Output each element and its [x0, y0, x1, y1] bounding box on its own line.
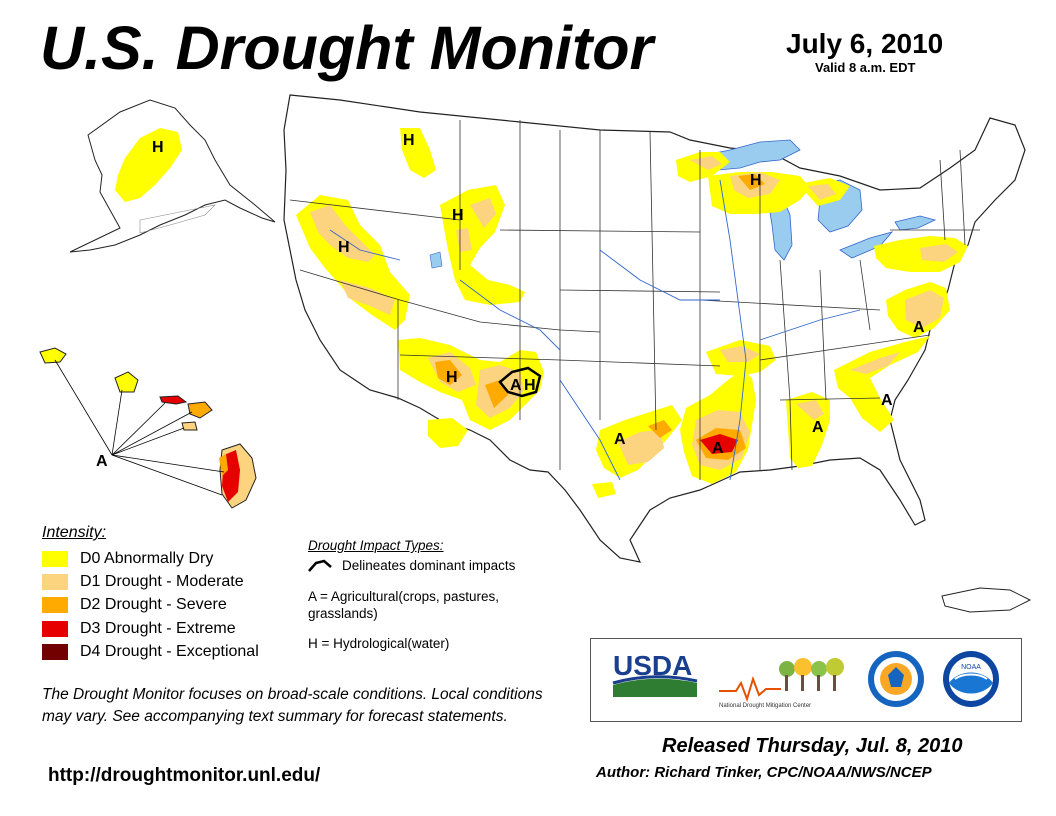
lake-erie	[839, 231, 894, 259]
release-date: Released Thursday, Jul. 8, 2010	[662, 735, 963, 757]
svg-text:National Drought Mitigation Ce: National Drought Mitigation Center	[719, 703, 811, 709]
label-a-louisiana: A	[712, 440, 724, 457]
disclaimer-note: The Drought Monitor focuses on broad-sca…	[42, 686, 543, 725]
impact-hydrological: H = Hydrological(water)	[308, 636, 450, 651]
label-a-virginia: A	[913, 319, 925, 336]
legend-item-d3: D3 Drought - Extreme	[42, 619, 236, 639]
legend-label-d1: D1 Drought - Moderate	[80, 573, 244, 590]
impact-types-title: Drought Impact Types:	[308, 538, 444, 553]
state-lines	[289, 120, 980, 480]
rivers	[329, 179, 861, 481]
map-date: July 6, 2010	[786, 28, 944, 59]
valid-time: Valid 8 a.m. EDT	[815, 60, 916, 75]
label-h-wyoming: H	[452, 207, 464, 224]
delineate-line-icon	[308, 559, 332, 572]
hawaii-region: A	[39, 347, 257, 509]
label-h-montana: H	[403, 132, 415, 149]
author-credit: Author: Richard Tinker, CPC/NOAA/NWS/NCE…	[596, 764, 932, 781]
dominant-impact-outline	[498, 366, 542, 398]
legend-label-d0: D0 Abnormally Dry	[80, 550, 214, 567]
hawaii-label-a: A	[96, 453, 108, 470]
legend-item-d4: D4 Drought - Exceptional	[42, 642, 259, 662]
label-h-newmexico: H	[524, 377, 536, 394]
label-h-utah: H	[446, 369, 458, 386]
legend-swatch-d3	[42, 621, 68, 637]
alaska-region	[69, 99, 276, 253]
legend-item-d1: D1 Drought - Moderate	[42, 572, 244, 592]
ndmc-logo: National Drought Mitigation Center	[719, 658, 844, 709]
impact-agricultural: A = Agricultural(crops, pastures, grassl…	[308, 589, 499, 621]
label-h-oregon: H	[338, 239, 350, 256]
legend-swatch-d1	[42, 574, 68, 590]
label-a-newmexico: A	[510, 377, 522, 394]
impact-delineates: Delineates dominant impacts	[308, 558, 515, 573]
legend-label-d3: D3 Drought - Extreme	[80, 620, 236, 637]
label-a-carolina: A	[881, 392, 893, 409]
label-a-texas: A	[614, 431, 626, 448]
usda-logo: USDA	[612, 650, 698, 697]
alaska-d0	[115, 128, 182, 202]
legend-label-d4: D4 Drought - Exceptional	[80, 643, 259, 660]
legend-swatch-d0	[42, 551, 68, 567]
label-a-alabama: A	[812, 419, 824, 436]
website-link[interactable]: http://droughtmonitor.unl.edu/	[48, 765, 321, 786]
legend-label-d2: D2 Drought - Severe	[80, 596, 227, 613]
legend-swatch-d2	[42, 597, 68, 613]
puerto-rico	[941, 587, 1032, 613]
legend-title: Intensity:	[42, 524, 107, 541]
conus-region: H H H H H H A H A A A A A	[152, 94, 1026, 563]
partner-logos: USDA National Drought Mitigation Center	[590, 638, 1022, 722]
commerce-seal-icon	[868, 651, 924, 707]
lake-ontario	[894, 215, 937, 231]
svg-text:NOAA: NOAA	[961, 664, 981, 671]
page-title: U.S. Drought Monitor	[40, 14, 654, 82]
label-h-michigan: H	[750, 172, 762, 189]
noaa-logo-icon: NOAA	[943, 651, 999, 707]
impact-delineates-text: Delineates dominant impacts	[342, 558, 516, 573]
legend-swatch-d4	[42, 644, 68, 660]
legend-item-d0: D0 Abnormally Dry	[42, 549, 213, 569]
legend-item-d2: D2 Drought - Severe	[42, 595, 227, 615]
label-h-alaska: H	[152, 139, 164, 156]
